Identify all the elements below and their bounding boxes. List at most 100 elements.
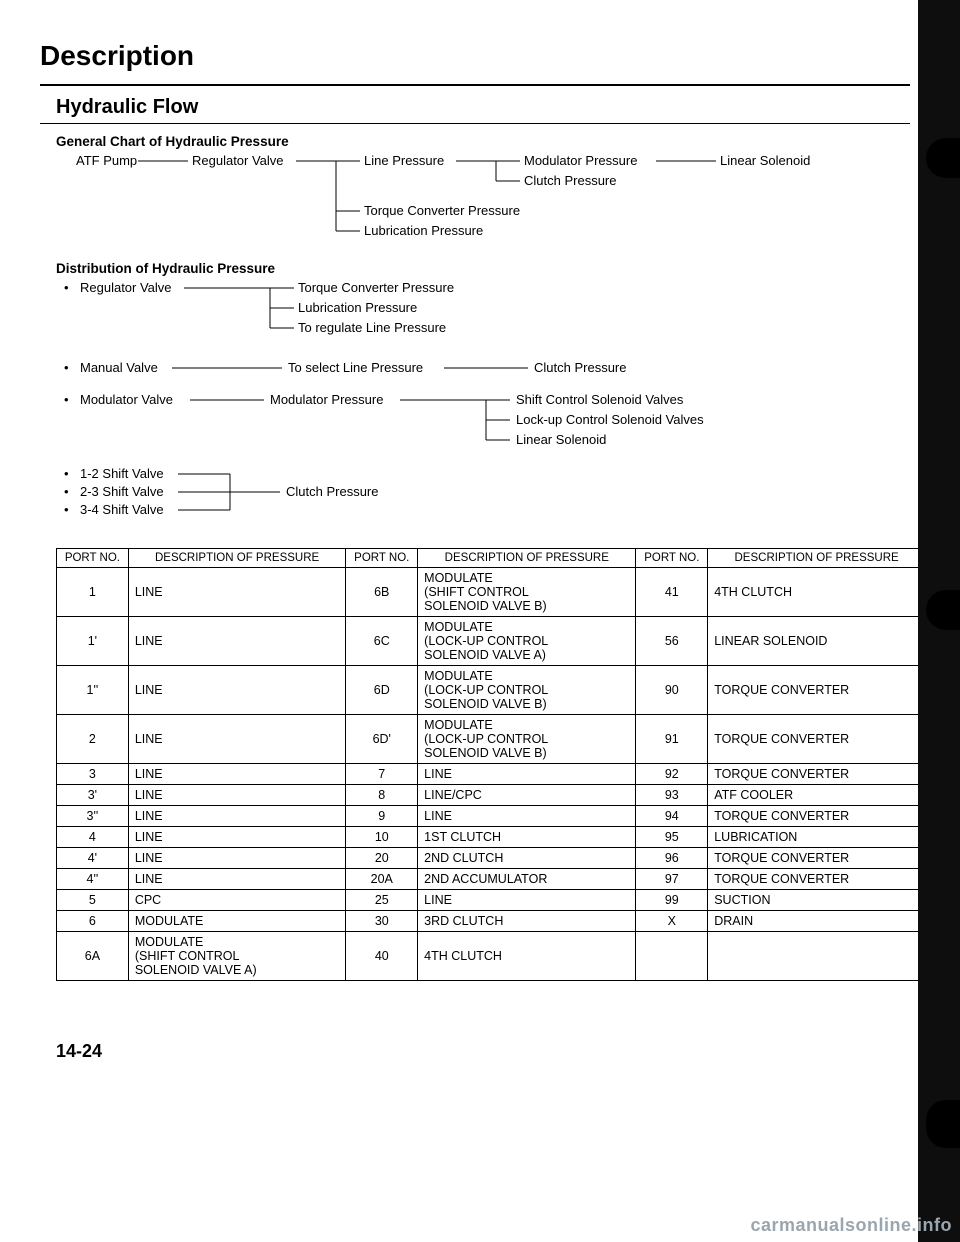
cell-portno: 30 — [346, 911, 418, 932]
table-row: 3LINE7LINE92TORQUE CONVERTER — [57, 764, 926, 785]
cell-portno: 25 — [346, 890, 418, 911]
cell-desc: LINE — [418, 890, 636, 911]
svg-text:•: • — [64, 466, 69, 481]
label-manual-valve: Manual Valve — [80, 360, 158, 375]
cell-portno: 4'' — [57, 869, 129, 890]
cell-desc: MODULATE(LOCK-UP CONTROLSOLENOID VALVE A… — [418, 617, 636, 666]
label-modulator-valve: Modulator Valve — [80, 392, 173, 407]
cell-desc: LINE — [128, 715, 346, 764]
cell-desc: LINE — [128, 827, 346, 848]
cell-portno: X — [636, 911, 708, 932]
tab-marker-1 — [926, 138, 960, 178]
cell-desc: LINE — [128, 764, 346, 785]
th-portno-3: PORT NO. — [636, 549, 708, 568]
cell-portno: 6D' — [346, 715, 418, 764]
th-portno-1: PORT NO. — [57, 549, 129, 568]
cell-portno: 7 — [346, 764, 418, 785]
cell-desc: 3RD CLUTCH — [418, 911, 636, 932]
cell-portno: 99 — [636, 890, 708, 911]
table-row: 6MODULATE303RD CLUTCHXDRAIN — [57, 911, 926, 932]
cell-portno: 4' — [57, 848, 129, 869]
cell-desc: LINE — [418, 764, 636, 785]
cell-portno: 1 — [57, 568, 129, 617]
distribution-modulator: • Modulator Valve Modulator Pressure Shi… — [60, 390, 910, 456]
cell-desc: MODULATE(LOCK-UP CONTROLSOLENOID VALVE B… — [418, 666, 636, 715]
table-row: 6AMODULATE(SHIFT CONTROLSOLENOID VALVE A… — [57, 932, 926, 981]
cell-portno: 4 — [57, 827, 129, 848]
cell-desc: 2ND CLUTCH — [418, 848, 636, 869]
table-row: 3''LINE9LINE94TORQUE CONVERTER — [57, 806, 926, 827]
cell-desc: LINE — [128, 848, 346, 869]
cell-desc: TORQUE CONVERTER — [708, 848, 926, 869]
table-row: 1LINE6BMODULATE(SHIFT CONTROLSOLENOID VA… — [57, 568, 926, 617]
port-table: PORT NO. DESCRIPTION OF PRESSURE PORT NO… — [56, 548, 926, 981]
label-tcp-2: Torque Converter Pressure — [298, 280, 454, 295]
cell-desc: 2ND ACCUMULATOR — [418, 869, 636, 890]
label-shift-ctrl: Shift Control Solenoid Valves — [516, 392, 684, 407]
table-row: 4LINE101ST CLUTCH95LUBRICATION — [57, 827, 926, 848]
general-chart-flow: ATF Pump Regulator Valve Line Pressure M… — [60, 151, 910, 251]
table-row: 5CPC25LINE99SUCTION — [57, 890, 926, 911]
table-header-row: PORT NO. DESCRIPTION OF PRESSURE PORT NO… — [57, 549, 926, 568]
cell-desc: TORQUE CONVERTER — [708, 715, 926, 764]
table-row: 1''LINE6DMODULATE(LOCK-UP CONTROLSOLENOI… — [57, 666, 926, 715]
cell-portno: 90 — [636, 666, 708, 715]
cell-portno: 6C — [346, 617, 418, 666]
cell-portno: 9 — [346, 806, 418, 827]
svg-text:•: • — [64, 360, 69, 375]
cell-portno: 96 — [636, 848, 708, 869]
cell-portno: 56 — [636, 617, 708, 666]
svg-text:•: • — [64, 280, 69, 295]
label-modulator-pressure-2: Modulator Pressure — [270, 392, 383, 407]
cell-portno: 1'' — [57, 666, 129, 715]
cell-portno — [636, 932, 708, 981]
cell-desc: 4TH CLUTCH — [708, 568, 926, 617]
label-shift-34: 3-4 Shift Valve — [80, 502, 164, 517]
label-linear-solenoid: Linear Solenoid — [720, 153, 810, 168]
label-clutch-pressure-3: Clutch Pressure — [286, 484, 378, 499]
label-linear-solenoid-2: Linear Solenoid — [516, 432, 606, 447]
cell-desc: LUBRICATION — [708, 827, 926, 848]
table-row: 4''LINE20A2ND ACCUMULATOR97TORQUE CONVER… — [57, 869, 926, 890]
label-regulator-valve: Regulator Valve — [192, 153, 284, 168]
cell-portno: 20 — [346, 848, 418, 869]
cell-portno: 97 — [636, 869, 708, 890]
distribution-shift-valves: • 1-2 Shift Valve • 2-3 Shift Valve • 3-… — [60, 464, 910, 524]
cell-desc: SUCTION — [708, 890, 926, 911]
svg-text:•: • — [64, 484, 69, 499]
cell-portno: 8 — [346, 785, 418, 806]
tab-marker-3 — [926, 1100, 960, 1148]
label-atf-pump: ATF Pump — [76, 153, 137, 168]
distribution-manual: • Manual Valve To select Line Pressure C… — [60, 356, 910, 382]
table-row: 3'LINE8LINE/CPC93ATF COOLER — [57, 785, 926, 806]
cell-portno: 6D — [346, 666, 418, 715]
page-title: Description — [40, 40, 910, 72]
cell-desc: CPC — [128, 890, 346, 911]
cell-portno: 20A — [346, 869, 418, 890]
section-heading-2: Distribution of Hydraulic Pressure — [56, 261, 910, 276]
cell-portno: 5 — [57, 890, 129, 911]
cell-desc: MODULATE(SHIFT CONTROLSOLENOID VALVE A) — [128, 932, 346, 981]
cell-portno: 40 — [346, 932, 418, 981]
cell-desc: LINE/CPC — [418, 785, 636, 806]
label-shift-23: 2-3 Shift Valve — [80, 484, 164, 499]
cell-portno: 10 — [346, 827, 418, 848]
label-line-pressure: Line Pressure — [364, 153, 444, 168]
cell-portno: 1' — [57, 617, 129, 666]
cell-desc: DRAIN — [708, 911, 926, 932]
label-lockup-ctrl: Lock-up Control Solenoid Valves — [516, 412, 704, 427]
cell-portno: 3 — [57, 764, 129, 785]
cell-portno: 6B — [346, 568, 418, 617]
cell-desc — [708, 932, 926, 981]
label-clutch-pressure-2: Clutch Pressure — [534, 360, 626, 375]
cell-portno: 94 — [636, 806, 708, 827]
label-to-regulate: To regulate Line Pressure — [298, 320, 446, 335]
table-row: 1'LINE6CMODULATE(LOCK-UP CONTROLSOLENOID… — [57, 617, 926, 666]
label-lubrication-pressure: Lubrication Pressure — [364, 223, 483, 238]
label-modulator-pressure: Modulator Pressure — [524, 153, 637, 168]
section-heading-1: General Chart of Hydraulic Pressure — [56, 134, 910, 149]
cell-portno: 95 — [636, 827, 708, 848]
cell-desc: TORQUE CONVERTER — [708, 806, 926, 827]
svg-text:•: • — [64, 502, 69, 517]
cell-desc: LINE — [128, 785, 346, 806]
